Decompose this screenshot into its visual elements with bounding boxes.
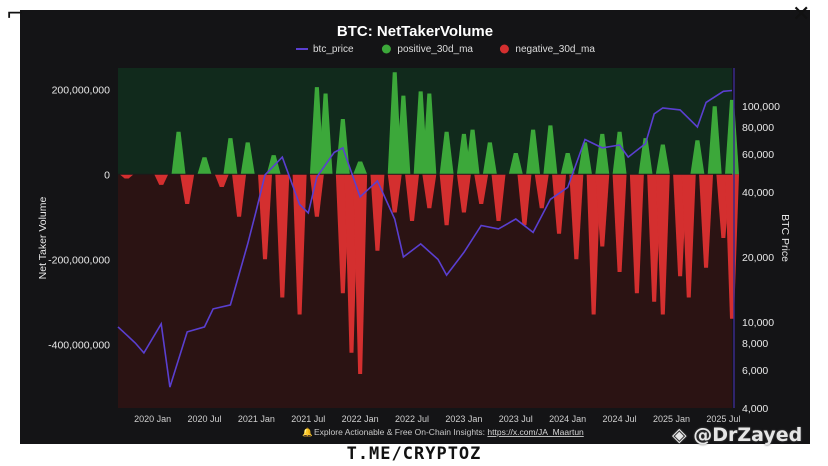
negative-bar [569, 174, 584, 260]
x-tick-label: 2021 Jan [238, 414, 275, 424]
insights-text: Explore Actionable & Free On-Chain Insig… [314, 427, 584, 437]
negative-bar [232, 174, 247, 217]
y2-tick-label: 60,000 [742, 149, 774, 161]
x-tick-label: 2025 Jul [706, 414, 740, 424]
corner-bracket-right-icon: ✕ [792, 2, 811, 27]
positive-bar [197, 157, 212, 175]
x-tick-label: 2021 Jul [291, 414, 325, 424]
negative-bar [292, 174, 307, 315]
x-tick-label: 2023 Jan [445, 414, 482, 424]
negative-bar [154, 174, 169, 185]
positive-bar [595, 133, 610, 175]
negative-bar [422, 174, 437, 209]
negative-bar [534, 174, 549, 209]
y-tick-label: 0 [104, 169, 110, 181]
chart-svg: BTC: NetTakerVolume btc_price positive_30d… [37, 23, 791, 437]
positive-bar [439, 131, 454, 175]
negative-bar [387, 174, 402, 213]
negative-bar [214, 174, 229, 187]
y2-tick-label: 10,000 [742, 317, 774, 329]
positive-bar [543, 125, 558, 175]
plot-negative-background [118, 174, 732, 408]
positive-bar [335, 119, 350, 175]
negative-bar [275, 174, 290, 298]
positive-bar [465, 129, 480, 175]
positive-bar [526, 129, 541, 175]
positive-bar [353, 161, 368, 175]
negative-bar [655, 174, 670, 315]
positive-bar [508, 153, 523, 175]
negative-bar [552, 174, 567, 234]
legend-label: btc_price [313, 44, 354, 55]
x-tick-label: 2020 Jul [187, 414, 221, 424]
positive-bar [725, 99, 739, 175]
x-tick-label: 2024 Jan [549, 414, 586, 424]
x-tick-label: 2022 Jan [342, 414, 379, 424]
negative-bar [725, 174, 739, 319]
y-tick-label: -400,000,000 [48, 339, 110, 351]
negative-bar [629, 174, 644, 294]
y2-tick-label: 4,000 [742, 403, 768, 415]
positive-bar [690, 140, 705, 175]
positive-bar [560, 153, 575, 175]
positive-bar [638, 138, 653, 175]
negative-bar [353, 174, 368, 374]
positive-bar [612, 131, 627, 175]
chart-panel: BTC: NetTakerVolume btc_price positive_30d… [20, 10, 810, 444]
x-tick-label: 2025 Jan [653, 414, 690, 424]
positive-bar [223, 138, 238, 175]
x-tick-label: 2024 Jul [603, 414, 637, 424]
y2-tick-label: 20,000 [742, 252, 774, 264]
negative-bar [456, 174, 471, 213]
negative-bar [612, 174, 627, 272]
negative-bar [517, 174, 532, 226]
negative-bar [309, 174, 324, 217]
positive-bar [482, 142, 497, 175]
positive-bar [655, 144, 670, 175]
positive-bar [396, 95, 411, 175]
btc-price-line [117, 89, 733, 388]
y-tick-label: -200,000,000 [48, 254, 110, 266]
channel-caption: T.ME/CRYPTOZ [346, 444, 482, 464]
y2-tick-label: 80,000 [742, 122, 774, 134]
negative-bar [258, 174, 273, 260]
corner-bracket-left-icon: ⌐ [6, 2, 25, 27]
positive-bar [422, 93, 437, 175]
x-tick-label: 2023 Jul [499, 414, 533, 424]
chart-title: BTC: NetTakerVolume [337, 23, 493, 40]
insights-link[interactable]: https://x.com/JA_Maartun [487, 427, 584, 437]
legend-label: positive_30d_ma [397, 44, 473, 55]
positive-bar [240, 142, 255, 175]
watermark-handle: ◈ @DrZayed [672, 424, 803, 446]
negative-bar [180, 174, 195, 204]
positive-bar [577, 142, 592, 175]
y2-tick-label: 100,000 [742, 101, 780, 113]
negative-bar [370, 174, 385, 251]
bell-icon: 🔔 [302, 427, 313, 437]
negative-bar [699, 174, 714, 268]
y2-axis-title: BTC Price [779, 214, 791, 262]
y-tick-label: 200,000,000 [52, 84, 111, 96]
y2-tick-label: 8,000 [742, 338, 768, 350]
positive-bar [707, 106, 722, 175]
legend-swatch-positive_30d_ma [381, 44, 391, 54]
negative-bar [586, 174, 601, 315]
positive-bar [318, 93, 333, 175]
legend-label: negative_30d_ma [515, 44, 595, 55]
x-tick-label: 2022 Jul [395, 414, 429, 424]
y-axis-title: Net Taker Volume [37, 197, 49, 280]
legend-swatch-negative_30d_ma [499, 44, 509, 54]
y2-tick-label: 40,000 [742, 187, 774, 199]
negative-bar [474, 174, 489, 204]
negative-bar [681, 174, 696, 298]
negative-bar [119, 174, 134, 179]
negative-bar [405, 174, 420, 221]
negative-bar [595, 174, 610, 247]
positive-bar [171, 131, 186, 175]
y2-tick-label: 6,000 [742, 365, 768, 377]
negative-bar [439, 174, 454, 226]
negative-bar [491, 174, 506, 221]
x-tick-label: 2020 Jan [134, 414, 171, 424]
